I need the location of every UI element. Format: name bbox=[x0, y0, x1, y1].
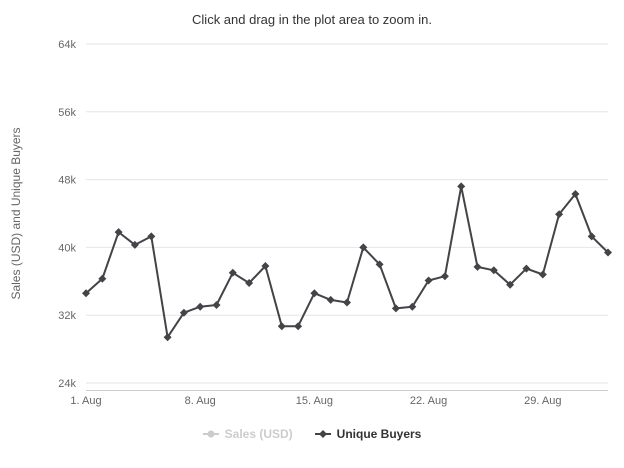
legend: Sales (USD) Unique Buyers bbox=[0, 427, 624, 441]
series-marker[interactable] bbox=[261, 262, 270, 270]
diamond-marker-icon bbox=[314, 430, 331, 438]
circle-marker-icon bbox=[202, 430, 219, 438]
series-marker[interactable] bbox=[212, 301, 221, 309]
series-marker[interactable] bbox=[457, 182, 466, 191]
x-axis-label: 8. Aug bbox=[185, 395, 216, 407]
series-marker[interactable] bbox=[440, 272, 449, 281]
series-marker[interactable] bbox=[98, 274, 107, 283]
x-axis-label: 1. Aug bbox=[70, 395, 101, 407]
x-axis-label: 22. Aug bbox=[410, 395, 447, 407]
series-marker[interactable] bbox=[228, 268, 237, 277]
series-marker[interactable] bbox=[408, 302, 417, 311]
plot-area[interactable]: 24k 32k 40k 48k 56k 64k 1. Aug 8. Aug 15. Aug 22.… bbox=[0, 0, 624, 415]
series-marker[interactable] bbox=[489, 266, 498, 275]
y-axis-label: 40k bbox=[58, 242, 76, 254]
series-marker[interactable] bbox=[82, 289, 90, 298]
series-marker[interactable] bbox=[163, 333, 172, 342]
legend-item-sales[interactable]: Sales (USD) bbox=[202, 427, 293, 441]
series-marker[interactable] bbox=[245, 279, 254, 287]
series-marker[interactable] bbox=[130, 240, 139, 249]
series-marker[interactable] bbox=[473, 262, 482, 271]
series-marker[interactable] bbox=[179, 308, 188, 317]
x-axis-label: 29. Aug bbox=[524, 395, 561, 407]
series-marker[interactable] bbox=[571, 190, 580, 198]
series-marker[interactable] bbox=[506, 280, 515, 289]
y-axis-label: 32k bbox=[58, 310, 76, 322]
legend-label-sales: Sales (USD) bbox=[224, 427, 293, 441]
series-marker[interactable] bbox=[391, 304, 400, 313]
series-marker[interactable] bbox=[277, 322, 286, 331]
y-axis-label: 24k bbox=[58, 378, 76, 390]
legend-label-unique-buyers: Unique Buyers bbox=[336, 427, 422, 441]
series-marker[interactable] bbox=[375, 260, 384, 269]
series-marker[interactable] bbox=[522, 264, 531, 273]
y-axis-title: Sales (USD) and Unique Buyers bbox=[9, 127, 23, 299]
y-axis-label: 56k bbox=[58, 107, 76, 119]
y-axis-label: 48k bbox=[58, 175, 76, 187]
series-marker[interactable] bbox=[555, 210, 564, 219]
series-marker[interactable] bbox=[147, 232, 156, 241]
series-marker[interactable] bbox=[587, 232, 596, 241]
chart-title: Click and drag in the plot area to zoom … bbox=[192, 12, 432, 27]
series-line bbox=[85, 185, 609, 339]
series-marker[interactable] bbox=[114, 228, 123, 237]
series-marker[interactable] bbox=[538, 270, 547, 279]
x-axis-label: 15. Aug bbox=[296, 395, 333, 407]
legend-item-unique-buyers[interactable]: Unique Buyers bbox=[314, 427, 422, 441]
series-marker[interactable] bbox=[294, 322, 303, 331]
series-marker[interactable] bbox=[604, 248, 612, 257]
series-marker[interactable] bbox=[196, 302, 205, 311]
series-marker[interactable] bbox=[326, 295, 335, 304]
series-marker[interactable] bbox=[343, 298, 351, 307]
series-marker[interactable] bbox=[424, 276, 433, 285]
y-axis-label: 64k bbox=[58, 39, 76, 51]
series-marker[interactable] bbox=[310, 289, 319, 298]
series-marker[interactable] bbox=[359, 243, 368, 252]
